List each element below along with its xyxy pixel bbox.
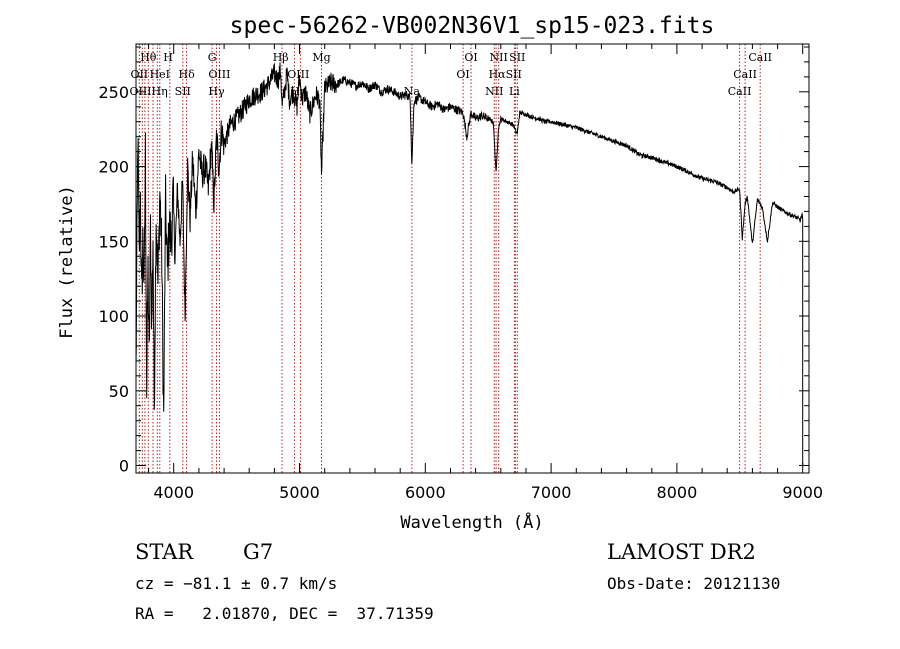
spectral-subclass: G7 <box>243 540 274 564</box>
axis-ticks: 4000 5000 6000 7000 8000 9000 0 50 100 150 200 250 <box>98 44 823 502</box>
line-label-7: SII <box>509 51 525 64</box>
y-tick-label-0: 0 <box>119 457 129 476</box>
y-tick-label-4: 200 <box>98 158 129 177</box>
line-label-12: OIII <box>208 68 230 81</box>
line-label-10: HeI <box>150 68 170 81</box>
line-label-14: OI <box>456 68 469 81</box>
line-label-13: OIII <box>287 68 309 81</box>
line-label-4: Mg <box>312 51 330 64</box>
x-tick-label-0: 4000 <box>153 483 194 502</box>
line-label-18: SII <box>175 85 191 98</box>
line-label-15: HαSII <box>489 68 522 81</box>
line-label-1: H <box>163 51 173 64</box>
coordinates: RA = 2.01870, DEC = 37.71359 <box>135 604 434 623</box>
plot-frame <box>135 43 810 474</box>
x-tick-label-4: 8000 <box>657 483 698 502</box>
line-label-17: OIIIHη <box>129 85 167 98</box>
object-class: STAR <box>135 540 194 564</box>
line-label-6: NII <box>490 51 508 64</box>
y-tick-label-1: 50 <box>109 382 129 401</box>
x-axis-label: Wavelength (Å) <box>400 511 543 533</box>
line-label-23: Li <box>509 85 520 98</box>
y-axis-label: Flux (relative) <box>57 185 77 339</box>
y-tick-label-3: 150 <box>98 232 129 251</box>
line-label-11: Hδ <box>178 68 195 81</box>
x-tick-label-2: 6000 <box>405 483 446 502</box>
line-label-22: NII <box>485 85 503 98</box>
x-tick-label-1: 5000 <box>279 483 320 502</box>
chart-title: spec-56262-VB002N36V1_sp15-023.fits <box>230 13 715 39</box>
x-tick-label-5: 9000 <box>782 483 823 502</box>
spectrum-line <box>135 62 804 466</box>
line-label-3: Hβ <box>273 51 289 64</box>
line-label-19: Hγ <box>208 85 225 98</box>
line-label-16: CaII <box>733 68 757 81</box>
survey-name: LAMOST DR2 <box>607 540 756 564</box>
x-tick-label-3: 7000 <box>531 483 572 502</box>
line-label-2: G <box>208 51 217 64</box>
y-tick-label-5: 250 <box>98 83 129 102</box>
line-label-8: CaII <box>748 51 772 64</box>
observation-date: Obs-Date: 20121130 <box>607 574 781 593</box>
y-tick-label-2: 100 <box>98 307 129 326</box>
line-label-9: OII <box>130 68 148 81</box>
redshift-value: cz = −81.1 ± 0.7 km/s <box>135 574 338 593</box>
line-label-5: OI <box>464 51 477 64</box>
line-label-0: Hθ <box>140 51 157 64</box>
line-label-24: CaII <box>728 85 752 98</box>
